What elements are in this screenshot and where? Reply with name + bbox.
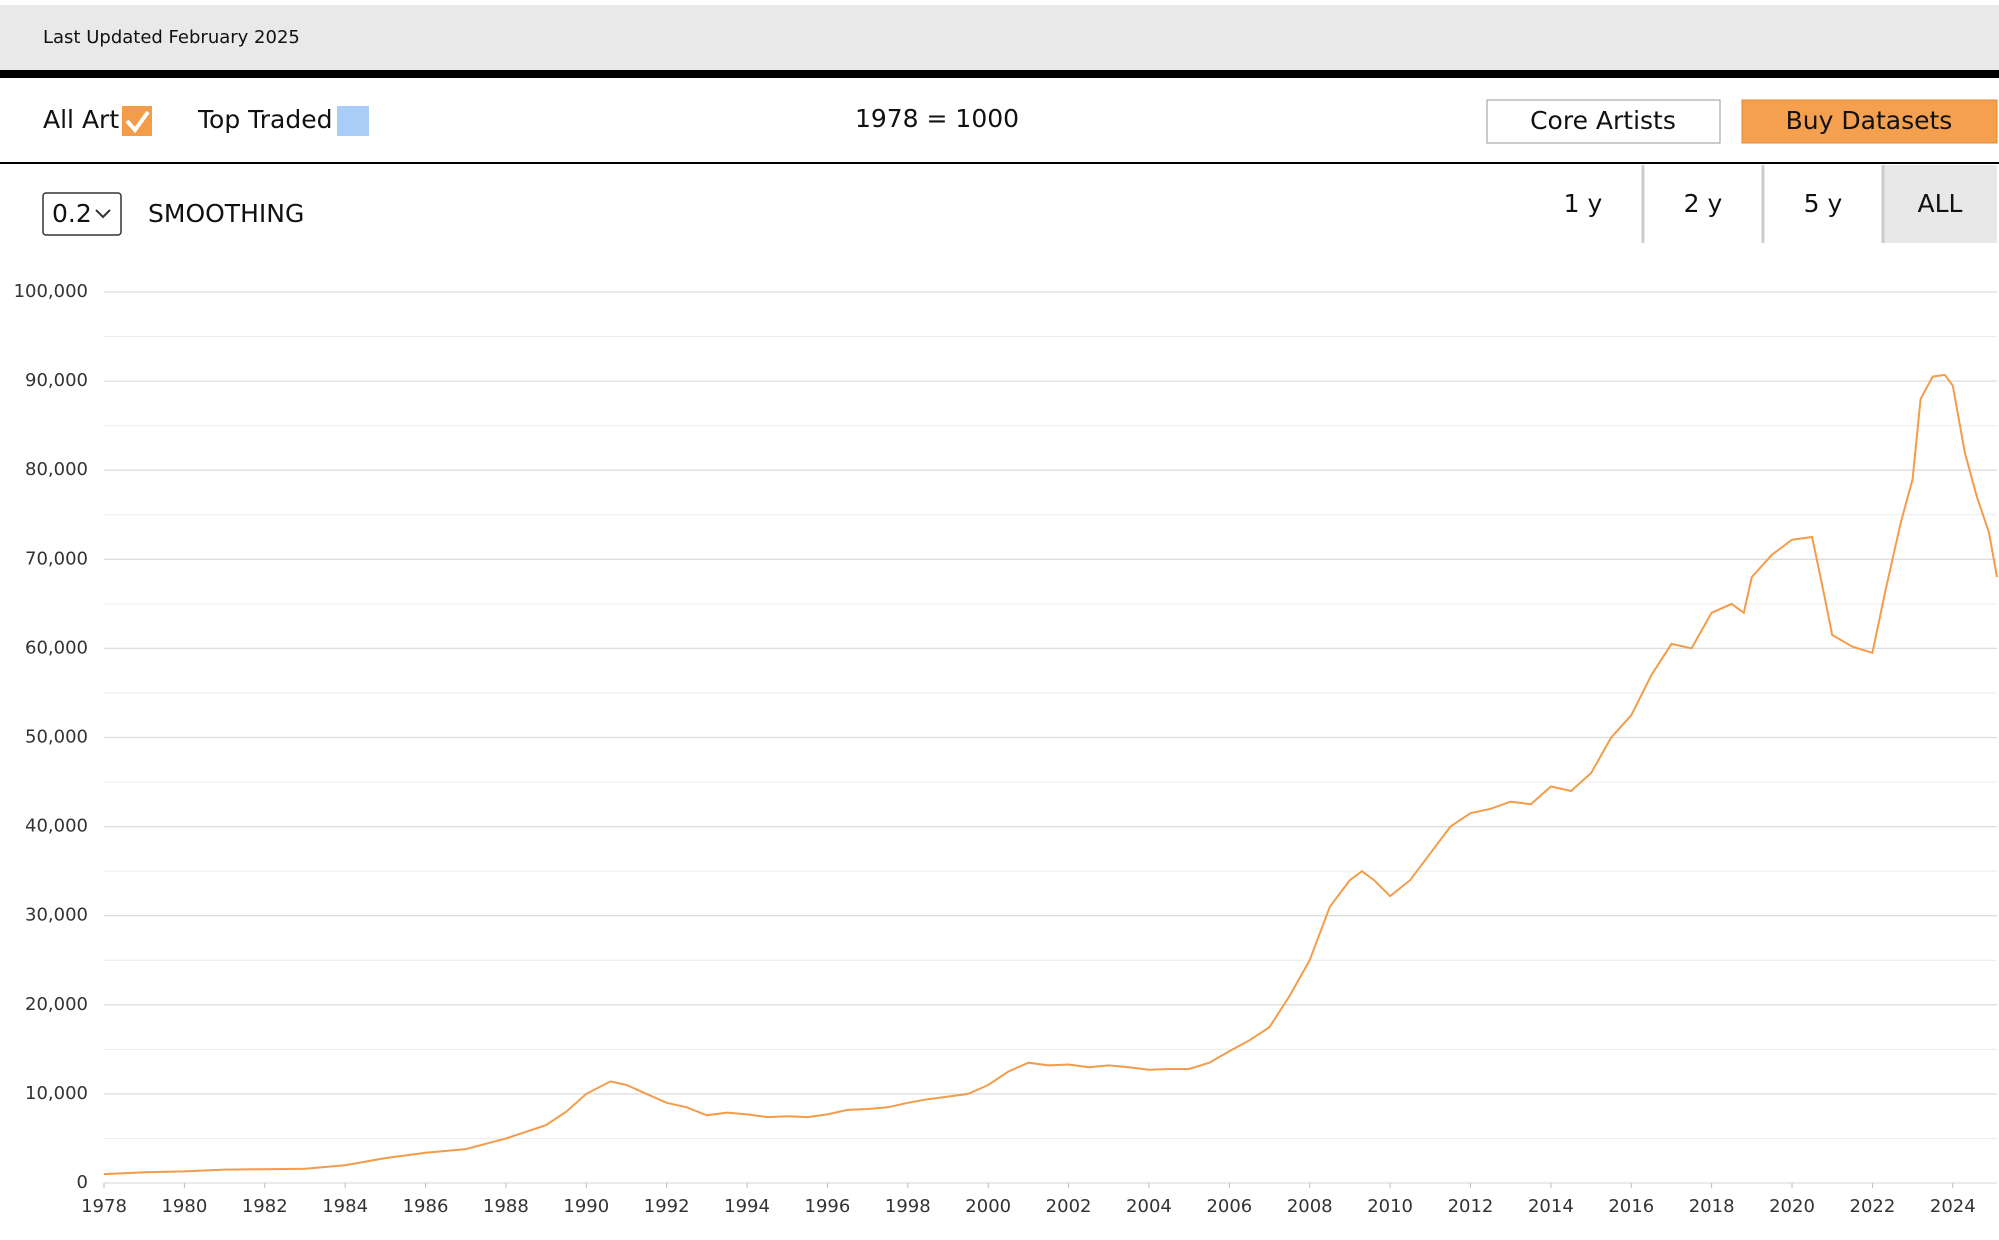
legend-swatch[interactable] <box>337 106 369 136</box>
buy-datasets-label[interactable]: Buy Datasets <box>1786 106 1953 135</box>
header-rule <box>0 70 1999 78</box>
last-updated: Last Updated February 2025 <box>43 27 300 48</box>
y-tick-label: 50,000 <box>25 727 88 748</box>
x-tick-label: 1994 <box>724 1196 770 1217</box>
y-tick-label: 20,000 <box>25 994 88 1015</box>
series-line <box>103 373 1998 1176</box>
y-tick-label: 100,000 <box>14 281 88 302</box>
y-tick-label: 90,000 <box>25 370 88 391</box>
x-tick-label: 2008 <box>1287 1196 1333 1217</box>
core-artists-label[interactable]: Core Artists <box>1530 106 1676 135</box>
range-button[interactable]: ALL <box>1918 189 1963 218</box>
legend-inactive[interactable]: Top Traded <box>197 105 332 134</box>
x-tick-label: 2012 <box>1448 1196 1494 1217</box>
x-tick-label: 1978 <box>81 1196 127 1217</box>
header-bar <box>0 5 1999 70</box>
y-tick-label: 40,000 <box>25 816 88 837</box>
x-tick-label: 2016 <box>1608 1196 1654 1217</box>
x-tick-label: 1980 <box>161 1196 207 1217</box>
smoothing-label: SMOOTHING <box>148 199 304 228</box>
x-tick-label: 2018 <box>1689 1196 1735 1217</box>
y-tick-label: 30,000 <box>25 905 88 926</box>
range-button[interactable]: 2 y <box>1684 189 1723 218</box>
x-tick-label: 1988 <box>483 1196 529 1217</box>
smoothing-value[interactable]: 0.2 <box>52 199 92 228</box>
x-tick-label: 2022 <box>1850 1196 1896 1217</box>
x-tick-label: 1992 <box>644 1196 690 1217</box>
range-button[interactable]: 5 y <box>1804 189 1843 218</box>
legend-checkbox[interactable] <box>122 106 152 136</box>
x-tick-label: 1990 <box>563 1196 609 1217</box>
x-tick-label: 1982 <box>242 1196 288 1217</box>
x-tick-label: 2002 <box>1046 1196 1092 1217</box>
x-tick-label: 2010 <box>1367 1196 1413 1217</box>
range-active-bg <box>1883 165 1997 243</box>
y-tick-label: 70,000 <box>25 548 88 569</box>
x-tick-label: 2004 <box>1126 1196 1172 1217</box>
y-tick-label: 0 <box>77 1172 88 1193</box>
x-tick-label: 2000 <box>965 1196 1011 1217</box>
x-tick-label: 1984 <box>322 1196 368 1217</box>
y-tick-label: 60,000 <box>25 637 88 658</box>
range-button[interactable]: 1 y <box>1564 189 1603 218</box>
checkmark <box>125 110 150 134</box>
x-tick-label: 1986 <box>403 1196 449 1217</box>
y-tick-label: 80,000 <box>25 459 88 480</box>
x-tick-label: 1996 <box>805 1196 851 1217</box>
buy-datasets-button[interactable] <box>1741 99 1998 144</box>
x-tick-label: 2006 <box>1206 1196 1252 1217</box>
select-arrow <box>95 209 111 219</box>
x-tick-label: 2020 <box>1769 1196 1815 1217</box>
legend-active[interactable]: All Art <box>43 105 119 134</box>
x-tick-label: 2024 <box>1930 1196 1976 1217</box>
smoothing-select[interactable] <box>42 192 122 236</box>
index-base: 1978 = 1000 <box>855 104 1019 133</box>
x-tick-label: 1998 <box>885 1196 931 1217</box>
core-artists-button[interactable] <box>1486 99 1721 144</box>
x-tick-label: 2014 <box>1528 1196 1574 1217</box>
y-tick-label: 10,000 <box>25 1083 88 1104</box>
